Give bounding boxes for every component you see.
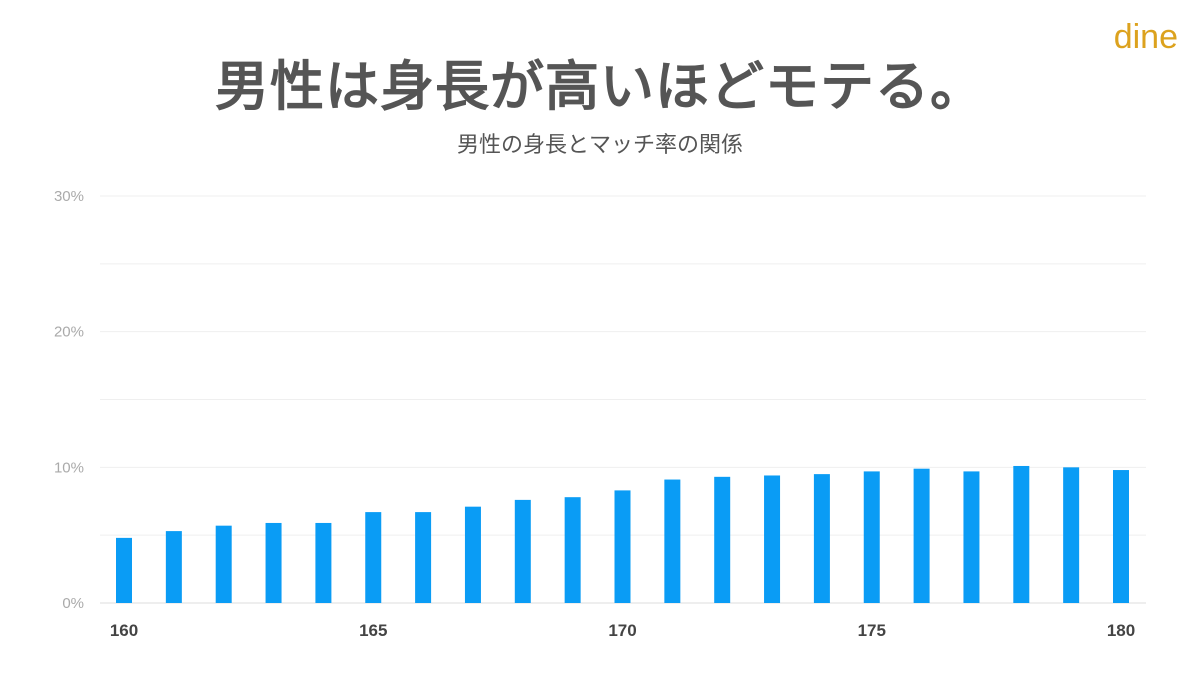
bar (116, 537, 132, 603)
x-tick-label: 175 (858, 621, 886, 640)
bar (1113, 470, 1129, 603)
y-tick-label: 20% (54, 324, 84, 341)
bar (315, 522, 332, 603)
bar (813, 474, 830, 603)
bar (714, 476, 731, 603)
x-tick-label: 165 (359, 621, 387, 640)
bar (1013, 465, 1030, 603)
dine-logo: dine (1113, 18, 1178, 56)
bar (963, 471, 980, 603)
bar (215, 525, 232, 603)
bar (863, 471, 880, 603)
bar (614, 490, 631, 603)
page-title: 男性は身長が高いほどモテる。 (215, 55, 985, 118)
x-tick-label: 180 (1107, 621, 1135, 640)
bar (464, 506, 481, 603)
bar (564, 497, 581, 603)
y-tick-label: 10% (54, 459, 84, 476)
y-tick-label: 0% (62, 595, 84, 612)
bar (165, 531, 182, 603)
x-tick-label: 170 (608, 621, 636, 640)
bar (265, 522, 282, 603)
bar (415, 512, 432, 603)
bar (913, 468, 930, 603)
y-tick-label: 30% (54, 188, 84, 205)
bar (514, 499, 531, 603)
x-tick-label: 160 (110, 621, 138, 640)
bar (365, 512, 382, 603)
bar (764, 475, 781, 603)
bar (1063, 467, 1080, 603)
bar (664, 479, 681, 603)
chart-title: 男性の身長とマッチ率の関係 (456, 133, 743, 158)
